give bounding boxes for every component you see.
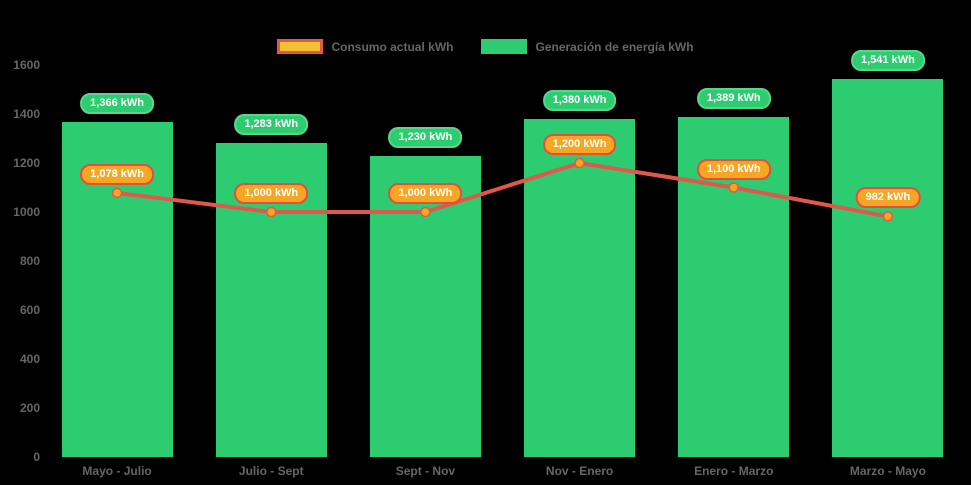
generation-value-badge: 1,380 kWh bbox=[542, 89, 617, 111]
consumption-value-badge: 1,000 kWh bbox=[234, 183, 309, 204]
x-axis-category-label: Marzo - Mayo bbox=[849, 464, 926, 478]
x-axis-category-label: Sept - Nov bbox=[395, 464, 456, 478]
consumption-value-badge: 1,000 kWh bbox=[388, 183, 463, 204]
x-axis-category-label: Mayo - Julio bbox=[82, 464, 152, 478]
generation-bar bbox=[832, 79, 944, 457]
legend-item-consumo[interactable]: Consumo actual kWh bbox=[277, 39, 453, 54]
y-axis-tick-label: 600 bbox=[19, 303, 40, 317]
y-axis-tick-label: 800 bbox=[19, 254, 40, 268]
y-axis-tick-label: 1600 bbox=[13, 58, 40, 72]
consumo-legend-swatch-icon bbox=[277, 39, 324, 54]
consumption-value-badge: 1,100 kWh bbox=[696, 158, 771, 180]
legend-item-generacion[interactable]: Generación de energía kWh bbox=[481, 39, 694, 54]
y-axis-tick-label: 1400 bbox=[13, 107, 40, 121]
generation-value-badge: 1,283 kWh bbox=[234, 113, 309, 135]
generacion-legend-swatch-icon bbox=[481, 39, 528, 54]
x-axis-category-label: Nov - Enero bbox=[545, 464, 614, 478]
y-axis-tick-label: 400 bbox=[19, 352, 40, 366]
generation-value-badge: 1,366 kWh bbox=[80, 93, 154, 115]
generation-value-badge: 1,230 kWh bbox=[388, 126, 463, 148]
x-axis-category-label: Enero - Marzo bbox=[694, 464, 774, 478]
legend: Consumo actual kWh Generación de energía… bbox=[0, 39, 971, 54]
generation-value-badge: 1,389 kWh bbox=[696, 87, 771, 109]
y-axis-tick-label: 1200 bbox=[13, 156, 40, 170]
consumo-legend-label: Consumo actual kWh bbox=[331, 39, 454, 54]
y-axis-tick-label: 200 bbox=[19, 401, 40, 415]
generation-bar bbox=[524, 118, 636, 457]
consumption-value-badge: 1,200 kWh bbox=[542, 134, 617, 155]
consumption-value-badge: 1,078 kWh bbox=[80, 163, 154, 185]
generacion-legend-label: Generación de energía kWh bbox=[535, 39, 694, 54]
y-axis-tick-label: 0 bbox=[33, 450, 40, 464]
generation-value-badge: 1,541 kWh bbox=[851, 50, 925, 72]
consumption-value-badge: 982 kWh bbox=[855, 187, 921, 209]
y-axis-tick-label: 1000 bbox=[13, 205, 40, 219]
x-axis-category-label: Julio - Sept bbox=[238, 464, 304, 478]
